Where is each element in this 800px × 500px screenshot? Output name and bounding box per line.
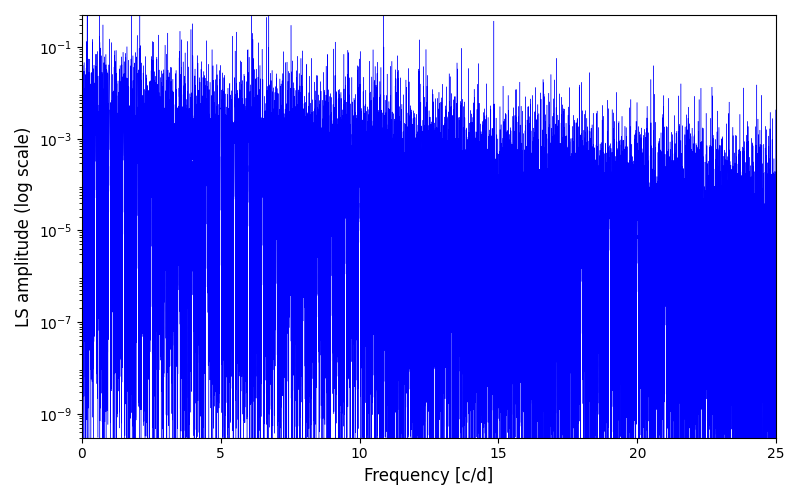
X-axis label: Frequency [c/d]: Frequency [c/d]	[364, 467, 494, 485]
Y-axis label: LS amplitude (log scale): LS amplitude (log scale)	[15, 126, 33, 326]
